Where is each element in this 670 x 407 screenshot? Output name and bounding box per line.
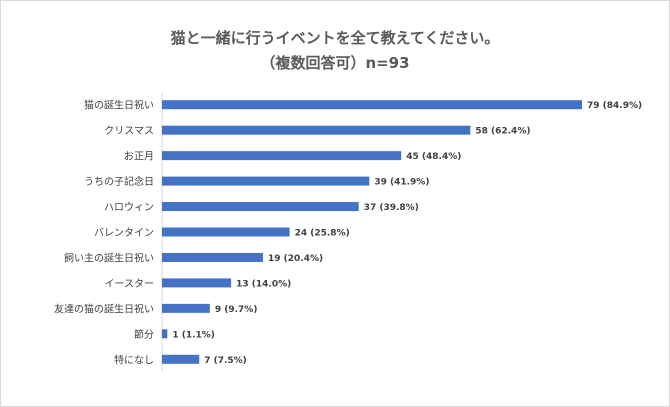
bar [162,100,582,110]
bar [162,227,290,237]
chart-subtitle: （複数回答可）n=93 [260,54,410,72]
category-label: バレンタイン [94,227,154,239]
category-label: クリスマス [104,125,154,137]
category-label: 猫の誕生日祝い [84,99,154,112]
data-label: 37 (39.8%) [364,203,419,213]
bar [162,278,232,288]
category-label: 友達の猫の誕生日祝い [54,302,154,315]
bar [162,329,168,339]
category-label: 節分 [134,328,154,341]
category-label: うちの子記念日 [84,175,154,188]
category-label: 特になし [114,354,154,366]
category-label: イースター [105,278,155,290]
bar [162,176,370,186]
category-label: ハロウィン [104,202,154,214]
data-label: 24 (25.8%) [295,229,350,239]
bar [162,202,359,212]
bar [162,354,200,364]
chart-title: 猫と一緒に行うイベントを全て教えてください。 [170,29,500,47]
data-label: 39 (41.9%) [374,178,429,188]
bar [162,125,471,135]
category-label: 飼い主の誕生日祝い [64,251,154,264]
data-label: 7 (7.5%) [204,356,247,366]
data-label: 1 (1.1%) [172,330,215,340]
data-label: 79 (84.9%) [587,101,642,111]
category-label: お正月 [124,151,154,163]
data-label: 58 (62.4%) [475,127,530,137]
bar [162,151,402,161]
data-label: 19 (20.4%) [268,254,323,264]
data-label: 9 (9.7%) [215,305,258,315]
data-label: 45 (48.4%) [406,152,461,162]
bar [162,252,264,262]
bar [162,303,210,313]
data-label: 13 (14.0%) [236,279,291,289]
